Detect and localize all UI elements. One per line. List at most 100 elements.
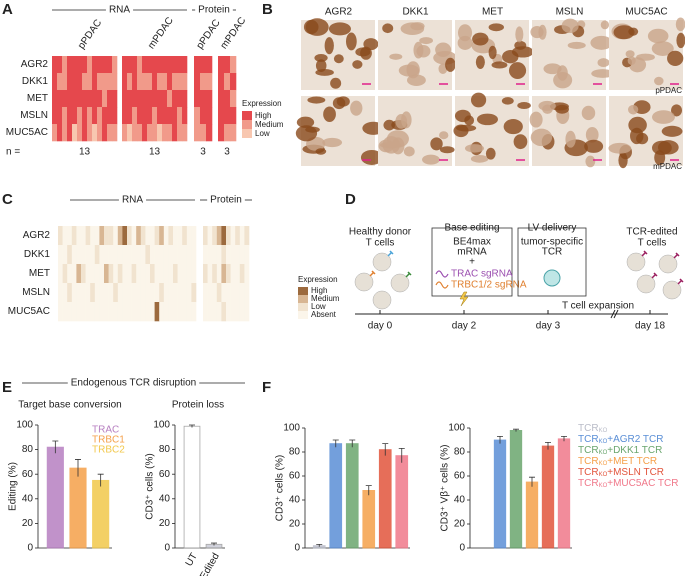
error-bar (365, 485, 372, 496)
marker-label: MSLN (556, 7, 584, 18)
heat-cell (167, 73, 173, 91)
heat-cell (191, 245, 197, 265)
stain (457, 35, 473, 50)
heat-cell (239, 283, 245, 303)
heat-cell (216, 302, 222, 322)
heat-cell (113, 245, 119, 265)
t-cell (636, 274, 656, 294)
sgrna-icon (435, 281, 449, 289)
heat-cell (108, 283, 114, 303)
heat-cell (77, 107, 83, 125)
heat-cell (150, 302, 155, 322)
y-tick-label: 0 (164, 543, 170, 554)
heat-cell (52, 56, 58, 74)
heat-cell (104, 245, 109, 265)
legend-label: Low (311, 302, 326, 311)
panel-letter: F (262, 379, 271, 396)
stain (628, 27, 639, 36)
heat-cell (226, 302, 231, 322)
heat-cell (85, 264, 91, 284)
heat-cell (67, 283, 73, 303)
legend-suffix: +AGR2 TCR (607, 434, 663, 445)
group-label: RNA (109, 5, 130, 16)
heat-cell (77, 90, 83, 108)
heat-cell (90, 302, 96, 322)
heat-cell (71, 245, 77, 265)
heat-cell (92, 73, 98, 91)
heat-cell (167, 107, 173, 125)
legend-base: TCR (578, 467, 599, 478)
stain (627, 56, 636, 66)
heat-cell (104, 226, 109, 246)
stain (470, 92, 487, 108)
heat-cell (182, 245, 188, 265)
heat-cell (157, 73, 163, 91)
heat-cell (182, 107, 188, 125)
heat-cell (230, 90, 237, 108)
heat-cell (136, 245, 142, 265)
stain (561, 18, 579, 34)
stain (661, 125, 683, 137)
heat-cell (57, 124, 63, 142)
y-tick-label: 20 (22, 518, 34, 529)
heat-cell (58, 283, 63, 303)
stain (403, 146, 415, 157)
stain (475, 55, 485, 69)
heat-cell (244, 302, 250, 322)
y-axis-label: CD3⁺ Vβ⁺ cells (%) (440, 445, 451, 532)
heat-cell (157, 90, 163, 108)
legend-base: TCR (578, 423, 599, 434)
y-axis-label: Editing (%) (8, 462, 19, 511)
stain (464, 115, 475, 126)
bar (525, 481, 539, 549)
row-label: MSLN (22, 287, 50, 298)
heat-cell (216, 283, 222, 303)
heat-cell (194, 107, 201, 125)
heat-cell (82, 107, 88, 125)
heat-cell (157, 107, 163, 125)
heat-cell (67, 264, 73, 284)
heat-cell (221, 226, 227, 246)
stain (590, 35, 613, 50)
stain (647, 28, 669, 44)
panel-letter: B (262, 1, 273, 18)
stain (514, 40, 527, 50)
heat-cell (81, 302, 86, 322)
t-cell (626, 252, 646, 272)
heat-cell (182, 90, 188, 108)
heat-cell (173, 245, 178, 265)
heat-cell (212, 245, 218, 265)
receptor (641, 250, 648, 257)
heat-cell (87, 124, 93, 142)
heat-cell (200, 56, 207, 74)
heat-cell (186, 264, 192, 284)
heat-cell (177, 245, 183, 265)
heat-cell (235, 226, 241, 246)
stain (324, 37, 334, 55)
legend-title: Expression (298, 275, 338, 284)
heat-cell (159, 245, 165, 265)
heat-cell (52, 90, 58, 108)
heat-cell (221, 302, 227, 322)
heat-cell (131, 302, 137, 322)
heat-cell (82, 124, 88, 142)
receptor (651, 272, 658, 279)
heat-cell (131, 226, 137, 246)
count: 3 (200, 147, 206, 158)
heat-cell (52, 124, 58, 142)
stain (628, 104, 639, 115)
heat-cell (77, 124, 83, 142)
bar (183, 425, 201, 549)
bar (395, 455, 409, 549)
heat-cell (131, 264, 137, 284)
legend-label: TRBC1 (92, 435, 125, 446)
heat-cell (186, 245, 192, 265)
row-label: DKK1 (24, 249, 51, 260)
heat-cell (104, 302, 109, 322)
heat-cell (239, 226, 245, 246)
box-text: + (469, 257, 475, 268)
heat-cell (226, 226, 231, 246)
heat-cell (221, 264, 227, 284)
heat-cell (72, 107, 78, 125)
receptor (673, 252, 680, 259)
